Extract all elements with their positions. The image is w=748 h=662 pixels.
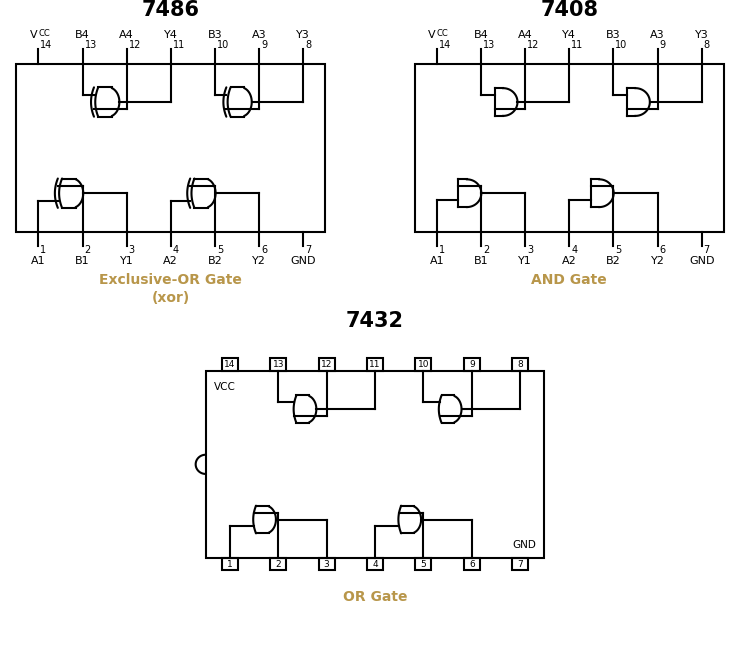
Text: V: V bbox=[30, 30, 37, 40]
Bar bbox=[222, 558, 238, 571]
Bar bbox=[270, 358, 286, 371]
Text: B3: B3 bbox=[207, 30, 222, 40]
Text: 4: 4 bbox=[571, 245, 577, 255]
Text: 12: 12 bbox=[321, 360, 332, 369]
Text: 1: 1 bbox=[40, 245, 46, 255]
Text: OR Gate: OR Gate bbox=[343, 590, 407, 604]
Text: A1: A1 bbox=[429, 256, 444, 265]
Text: Y4: Y4 bbox=[164, 30, 178, 40]
Text: 9: 9 bbox=[261, 40, 267, 50]
Text: 9: 9 bbox=[660, 40, 666, 50]
Text: 1: 1 bbox=[227, 559, 233, 569]
Text: B3: B3 bbox=[606, 30, 621, 40]
Text: Y1: Y1 bbox=[120, 256, 133, 265]
Text: B2: B2 bbox=[207, 256, 222, 265]
Text: 13: 13 bbox=[272, 360, 284, 369]
Bar bbox=[415, 558, 432, 571]
Bar bbox=[464, 358, 479, 371]
Bar bbox=[512, 558, 528, 571]
Text: V: V bbox=[429, 30, 436, 40]
Text: 3: 3 bbox=[324, 559, 329, 569]
Text: GND: GND bbox=[290, 256, 316, 265]
Text: 14: 14 bbox=[224, 360, 236, 369]
Bar bbox=[367, 558, 383, 571]
Text: 7: 7 bbox=[518, 559, 523, 569]
Text: CC: CC bbox=[38, 28, 50, 38]
Text: 12: 12 bbox=[527, 40, 539, 50]
Text: CC: CC bbox=[437, 28, 449, 38]
Bar bbox=[367, 358, 383, 371]
Text: 4: 4 bbox=[173, 245, 179, 255]
Text: 11: 11 bbox=[173, 40, 185, 50]
Text: A3: A3 bbox=[650, 30, 665, 40]
Text: Y2: Y2 bbox=[651, 256, 664, 265]
Text: A1: A1 bbox=[31, 256, 46, 265]
Text: Exclusive-OR Gate
(xor): Exclusive-OR Gate (xor) bbox=[99, 273, 242, 305]
Text: 14: 14 bbox=[40, 40, 52, 50]
Text: 2: 2 bbox=[275, 559, 281, 569]
Bar bbox=[270, 558, 286, 571]
Text: B4: B4 bbox=[75, 30, 90, 40]
Text: 7: 7 bbox=[305, 245, 311, 255]
Text: 9: 9 bbox=[469, 360, 475, 369]
Text: 6: 6 bbox=[660, 245, 666, 255]
Text: Y2: Y2 bbox=[252, 256, 266, 265]
Text: 12: 12 bbox=[129, 40, 141, 50]
Text: 7408: 7408 bbox=[540, 1, 598, 21]
Text: 8: 8 bbox=[305, 40, 311, 50]
Text: A3: A3 bbox=[251, 30, 266, 40]
Text: 8: 8 bbox=[518, 360, 523, 369]
Text: 6: 6 bbox=[261, 245, 267, 255]
Text: 13: 13 bbox=[483, 40, 495, 50]
Bar bbox=[16, 64, 325, 232]
Text: A2: A2 bbox=[163, 256, 178, 265]
Text: 7432: 7432 bbox=[346, 311, 404, 332]
Text: Y3: Y3 bbox=[695, 30, 708, 40]
Text: 10: 10 bbox=[217, 40, 229, 50]
Bar bbox=[319, 558, 334, 571]
Bar bbox=[464, 558, 479, 571]
Bar bbox=[222, 358, 238, 371]
Text: B4: B4 bbox=[473, 30, 488, 40]
Text: Y3: Y3 bbox=[296, 30, 310, 40]
Bar bbox=[415, 358, 432, 371]
Text: B1: B1 bbox=[473, 256, 488, 265]
Text: Y1: Y1 bbox=[518, 256, 532, 265]
Text: 7486: 7486 bbox=[142, 1, 200, 21]
Text: 1: 1 bbox=[439, 245, 445, 255]
Text: 2: 2 bbox=[483, 245, 489, 255]
Text: 13: 13 bbox=[85, 40, 96, 50]
Text: 3: 3 bbox=[129, 245, 135, 255]
Text: Y4: Y4 bbox=[562, 30, 576, 40]
Text: 10: 10 bbox=[417, 360, 429, 369]
Text: 5: 5 bbox=[420, 559, 426, 569]
Text: A2: A2 bbox=[562, 256, 577, 265]
Text: 7: 7 bbox=[704, 245, 710, 255]
Text: VCC: VCC bbox=[214, 382, 236, 393]
Text: B2: B2 bbox=[606, 256, 621, 265]
Text: 2: 2 bbox=[85, 245, 91, 255]
Text: 5: 5 bbox=[616, 245, 622, 255]
Text: 3: 3 bbox=[527, 245, 533, 255]
Text: A4: A4 bbox=[518, 30, 533, 40]
Text: 11: 11 bbox=[571, 40, 583, 50]
Text: 11: 11 bbox=[370, 360, 381, 369]
Text: GND: GND bbox=[512, 540, 536, 550]
Bar bbox=[415, 64, 724, 232]
Text: 10: 10 bbox=[616, 40, 628, 50]
Bar bbox=[319, 358, 334, 371]
Text: 5: 5 bbox=[217, 245, 223, 255]
Bar bbox=[206, 371, 545, 558]
Bar bbox=[512, 358, 528, 371]
Text: 6: 6 bbox=[469, 559, 475, 569]
Text: GND: GND bbox=[689, 256, 714, 265]
Text: 14: 14 bbox=[439, 40, 451, 50]
Text: A4: A4 bbox=[119, 30, 134, 40]
Text: 8: 8 bbox=[704, 40, 710, 50]
Text: B1: B1 bbox=[76, 256, 90, 265]
Text: 4: 4 bbox=[373, 559, 378, 569]
Text: AND Gate: AND Gate bbox=[531, 273, 607, 287]
